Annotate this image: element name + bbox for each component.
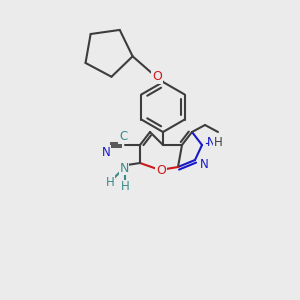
Text: N: N (102, 146, 110, 158)
Text: H: H (214, 136, 222, 149)
Text: C: C (119, 130, 127, 143)
Text: N: N (207, 136, 215, 149)
Text: O: O (156, 164, 166, 176)
Text: H: H (106, 176, 114, 188)
Text: N: N (200, 158, 209, 170)
Text: H: H (121, 181, 129, 194)
Text: O: O (152, 70, 162, 83)
Text: N: N (119, 161, 129, 175)
